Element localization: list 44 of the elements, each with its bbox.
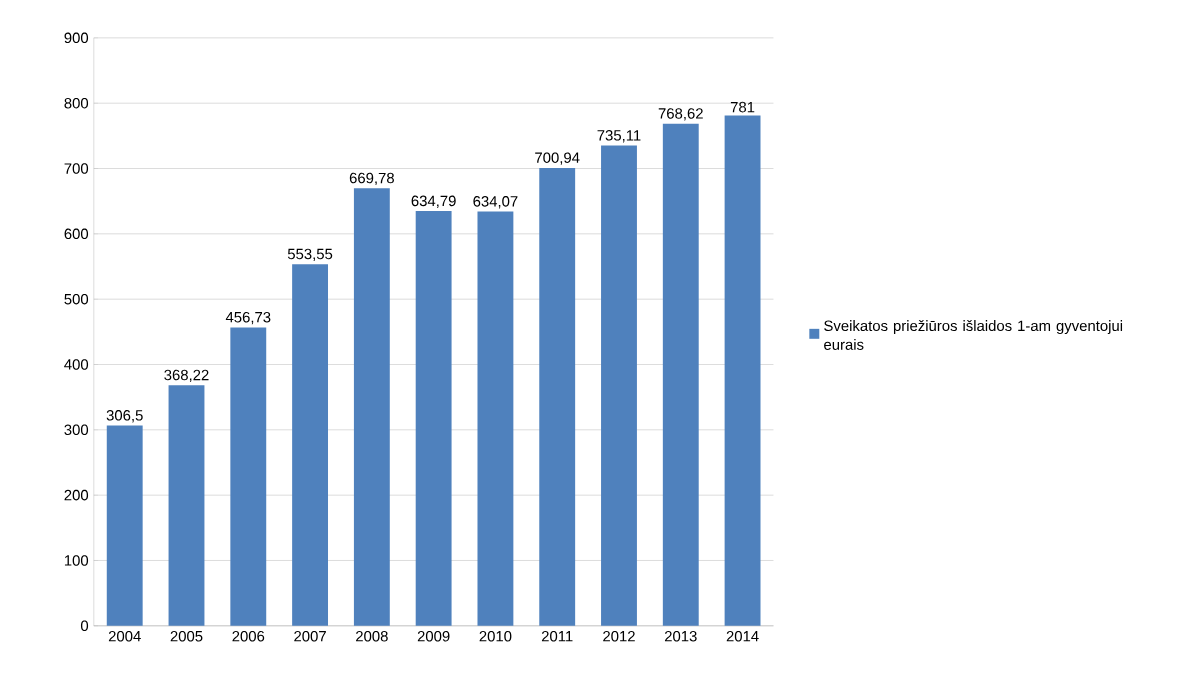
data-label: 553,55 xyxy=(287,248,333,262)
data-label: 781 xyxy=(730,102,755,113)
x-tick-label: 2010 xyxy=(479,631,512,642)
bar xyxy=(724,115,761,626)
x-tick-label: 2004 xyxy=(108,631,141,642)
y-tick-label: 700 xyxy=(64,163,89,174)
x-tick-label: 2009 xyxy=(417,631,450,642)
data-label: 634,07 xyxy=(473,196,518,209)
data-label: 768,62 xyxy=(658,108,703,121)
data-label: 735,11 xyxy=(597,130,641,143)
data-label: 368,22 xyxy=(164,369,209,383)
y-tick-label: 800 xyxy=(64,98,89,109)
legend-label: Sveikatos priežiūros išlaidos 1-am gyventojui eurais xyxy=(824,320,1123,351)
bar xyxy=(168,385,205,626)
bar xyxy=(662,123,699,626)
x-tick-label: 2007 xyxy=(294,631,326,642)
data-label: 669,78 xyxy=(349,172,394,186)
x-tick-label: 2014 xyxy=(726,631,759,642)
y-tick-label: 100 xyxy=(64,555,89,566)
y-tick-label: 200 xyxy=(64,490,89,501)
data-label: 306,5 xyxy=(106,410,143,423)
bar xyxy=(106,425,143,626)
bar xyxy=(230,327,267,626)
bar xyxy=(292,264,329,626)
x-tick-label: 2005 xyxy=(170,631,203,642)
y-tick-label: 600 xyxy=(64,228,89,240)
x-tick-label: 2011 xyxy=(541,631,573,642)
bar xyxy=(601,145,637,626)
x-tick-label: 2008 xyxy=(356,631,388,642)
x-tick-label: 2013 xyxy=(664,631,697,642)
y-tick-label: 400 xyxy=(64,359,89,370)
bar xyxy=(539,168,576,626)
x-tick-label: 2012 xyxy=(603,631,635,642)
y-tick-label: 300 xyxy=(64,424,89,436)
data-label: 634,79 xyxy=(411,195,456,209)
x-tick-label: 2006 xyxy=(232,631,265,642)
y-tick-label: 500 xyxy=(64,294,89,305)
bar xyxy=(353,188,390,626)
data-label: 456,73 xyxy=(225,312,271,325)
data-label: 700,94 xyxy=(535,152,580,165)
bar xyxy=(415,211,452,626)
bar xyxy=(477,211,514,626)
y-tick-label: 900 xyxy=(64,32,89,44)
y-tick-label: 0 xyxy=(80,620,89,632)
